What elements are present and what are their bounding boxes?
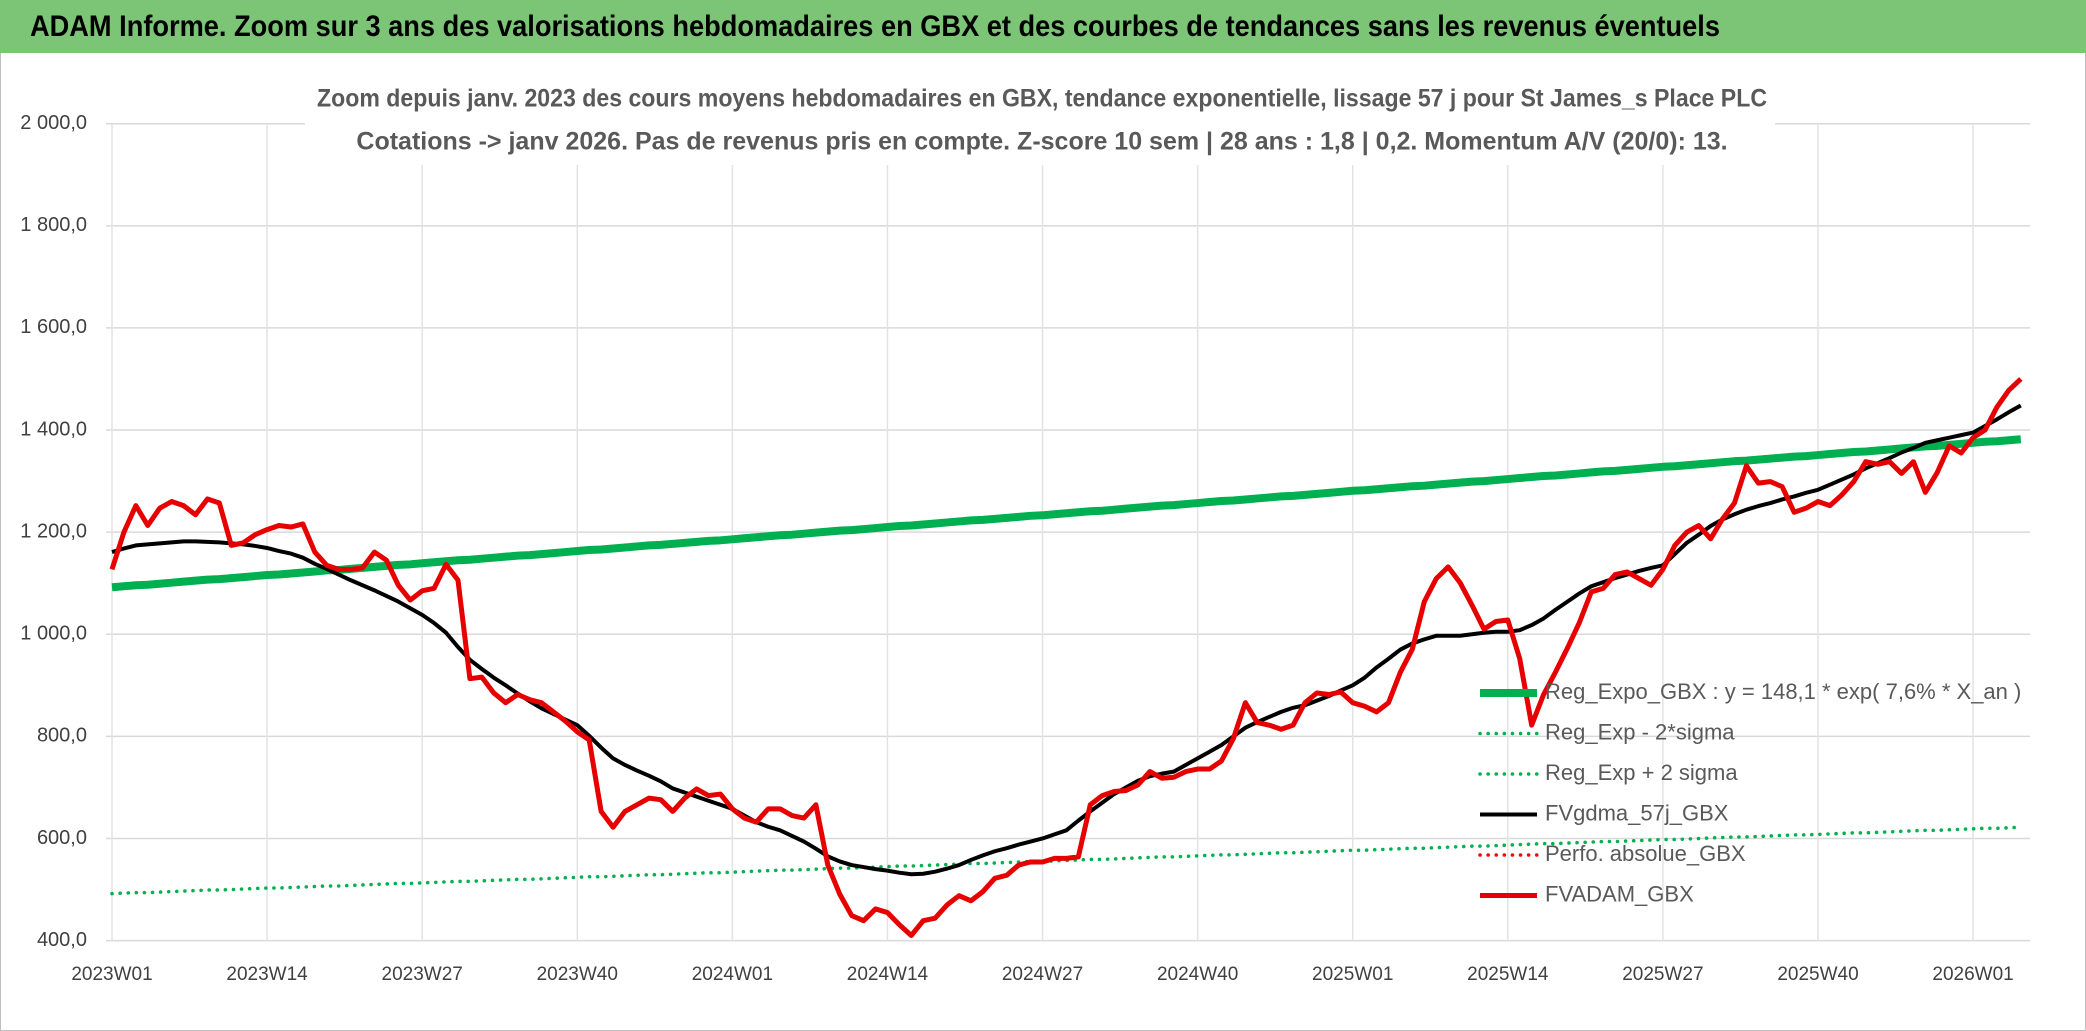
header-bar xyxy=(0,0,2086,53)
chart-subtitle: Cotations -> janv 2026. Pas de revenus p… xyxy=(356,128,1727,156)
x-tick-label: 2023W40 xyxy=(537,964,618,985)
legend-label: FVADAM_GBX xyxy=(1545,881,1694,906)
x-tick-label: 2025W40 xyxy=(1777,964,1858,985)
series-line xyxy=(111,435,2022,592)
y-tick-label: 1 600,0 xyxy=(20,316,87,338)
chart-title: Zoom depuis janv. 2023 des cours moyens … xyxy=(317,85,1767,113)
x-tick-label: 2024W40 xyxy=(1157,964,1238,985)
legend: Reg_Expo_GBX : y = 148,1 * exp( 7,6% * X… xyxy=(1478,679,2021,906)
y-tick-label: 1 000,0 xyxy=(20,623,87,645)
plot-area xyxy=(109,377,2023,938)
legend-label: Reg_Exp + 2 sigma xyxy=(1545,760,1738,785)
legend-label: Reg_Exp - 2*sigma xyxy=(1545,719,1735,744)
y-tick-label: 1 800,0 xyxy=(20,214,87,236)
x-tick-label: 2023W14 xyxy=(226,964,308,985)
chart-heading: Zoom depuis janv. 2023 des cours moyens … xyxy=(305,80,1775,165)
x-tick-label: 2025W14 xyxy=(1467,964,1549,985)
x-tick-label: 2024W01 xyxy=(692,964,773,985)
y-tick-label: 400,0 xyxy=(37,929,87,951)
x-tick-label: 2023W01 xyxy=(71,964,152,985)
y-tick-label: 1 400,0 xyxy=(20,418,87,440)
x-tick-label: 2024W14 xyxy=(847,964,929,985)
y-tick-label: 600,0 xyxy=(37,827,87,849)
x-tick-label: 2023W27 xyxy=(382,964,463,985)
header-title: ADAM Informe. Zoom sur 3 ans des valoris… xyxy=(30,10,1720,43)
title-background xyxy=(305,80,1775,165)
y-tick-label: 800,0 xyxy=(37,725,87,747)
y-tick-label: 1 200,0 xyxy=(20,520,87,542)
x-tick-label: 2024W27 xyxy=(1002,964,1083,985)
x-tick-label: 2025W01 xyxy=(1312,964,1393,985)
series-line xyxy=(109,377,2023,938)
legend-label: Reg_Expo_GBX : y = 148,1 * exp( 7,6% * X… xyxy=(1545,679,2021,704)
x-tick-label: 2025W27 xyxy=(1622,964,1703,985)
legend-label: FVgdma_57j_GBX xyxy=(1545,800,1729,825)
y-tick-label: 2 000,0 xyxy=(20,112,87,134)
legend-label: Perfo. absolue_GBX xyxy=(1545,841,1746,866)
x-tick-label: 2026W01 xyxy=(1932,964,2013,985)
